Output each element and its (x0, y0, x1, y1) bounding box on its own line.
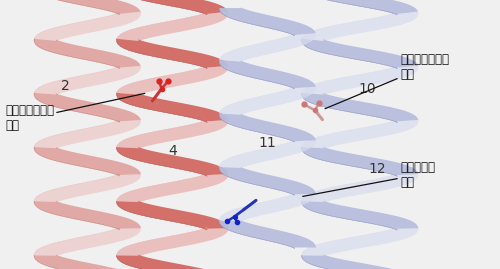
Text: 4: 4 (168, 144, 177, 158)
Polygon shape (219, 140, 316, 169)
Text: アスパラギン酸
残基: アスパラギン酸 残基 (325, 53, 449, 109)
Text: アルギニン
残基: アルギニン 残基 (302, 161, 435, 196)
Polygon shape (34, 174, 141, 203)
Polygon shape (34, 147, 141, 176)
Polygon shape (34, 93, 141, 122)
Polygon shape (34, 228, 141, 257)
Polygon shape (302, 66, 418, 95)
Text: 10: 10 (358, 82, 376, 96)
Polygon shape (302, 39, 418, 69)
Polygon shape (116, 120, 228, 149)
Polygon shape (302, 174, 418, 203)
Polygon shape (219, 193, 316, 222)
Polygon shape (302, 120, 418, 149)
Text: 12: 12 (368, 162, 386, 176)
Polygon shape (34, 120, 141, 149)
Polygon shape (219, 167, 316, 195)
Polygon shape (34, 12, 141, 41)
Polygon shape (302, 12, 418, 42)
Polygon shape (219, 33, 316, 62)
Polygon shape (116, 200, 228, 230)
Polygon shape (34, 66, 141, 95)
Polygon shape (302, 93, 418, 122)
Polygon shape (302, 0, 418, 15)
Polygon shape (219, 7, 316, 36)
Polygon shape (34, 0, 140, 15)
Polygon shape (116, 39, 228, 69)
Polygon shape (34, 254, 141, 269)
Polygon shape (116, 93, 228, 122)
Polygon shape (116, 254, 228, 269)
Polygon shape (219, 60, 316, 89)
Polygon shape (116, 66, 228, 95)
Polygon shape (302, 254, 418, 269)
Polygon shape (34, 39, 141, 68)
Polygon shape (219, 87, 316, 115)
Polygon shape (302, 227, 418, 257)
Polygon shape (116, 227, 228, 257)
Polygon shape (116, 0, 228, 15)
Polygon shape (116, 174, 228, 203)
Polygon shape (219, 220, 316, 248)
Polygon shape (302, 200, 418, 230)
Text: 11: 11 (258, 136, 276, 150)
Polygon shape (34, 201, 141, 230)
Text: 2: 2 (60, 79, 70, 93)
Polygon shape (302, 147, 418, 176)
Polygon shape (219, 114, 316, 142)
Polygon shape (116, 147, 228, 176)
Polygon shape (117, 12, 228, 42)
Text: アスパラギン酸
残基: アスパラギン酸 残基 (5, 93, 145, 132)
